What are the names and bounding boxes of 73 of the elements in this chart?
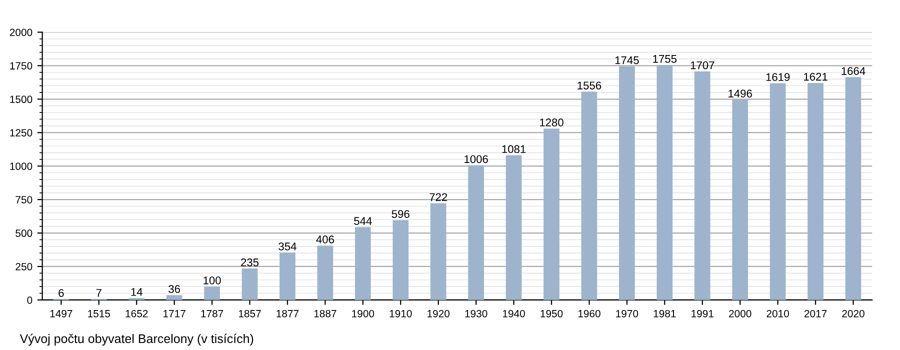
data-label: 6: [58, 289, 64, 297]
data-label: 36: [168, 285, 180, 293]
x-tick-label: 2010: [766, 310, 789, 318]
x-tick-label: 1857: [238, 310, 261, 318]
y-tick-label: 1000: [10, 162, 32, 170]
bar: [544, 128, 560, 300]
x-tick-label: 2020: [842, 310, 864, 318]
x-tick-label: 1960: [578, 310, 600, 318]
data-label: 100: [204, 276, 221, 284]
bar: [354, 227, 371, 300]
data-label: 1755: [653, 55, 677, 63]
data-label: 1619: [766, 73, 790, 82]
x-tick-label: 1787: [201, 310, 224, 318]
y-tick-label: 750: [16, 196, 32, 204]
bar: [506, 155, 522, 300]
x-tick-label: 1515: [88, 310, 110, 318]
bar: [166, 295, 182, 300]
data-label: 1707: [690, 61, 714, 70]
y-tick-label: 1500: [10, 96, 32, 104]
bar: [204, 286, 220, 300]
bar: [242, 268, 258, 300]
x-tick-label: 2000: [729, 310, 752, 318]
data-label: 7: [96, 289, 102, 297]
data-label: 722: [430, 193, 448, 201]
x-tick-label: 1950: [540, 310, 563, 318]
text: Vývoj počtu obyvatel Barcelony (v tisících): [20, 334, 254, 346]
x-tick-label: 1877: [276, 310, 299, 318]
data-label: 235: [241, 258, 259, 266]
x-tick-label: 1900: [352, 310, 374, 318]
data-label: 1081: [502, 145, 526, 154]
data-label: 596: [392, 210, 410, 218]
data-label: 1280: [540, 118, 564, 126]
data-label: 544: [354, 217, 372, 225]
y-tick-label: 0: [27, 296, 32, 304]
bar: [694, 71, 710, 300]
x-tick-label: 1920: [428, 310, 450, 318]
data-label: 14: [131, 288, 142, 296]
x-tick-label: 1940: [502, 310, 525, 318]
x-tick-label: 1930: [465, 310, 488, 318]
data-label: 1664: [842, 67, 866, 75]
data-label: 406: [316, 236, 334, 244]
bar: [468, 165, 484, 300]
x-tick-label: 1497: [50, 310, 72, 318]
x-tick-label: 1717: [164, 310, 186, 318]
data-label: 1496: [728, 90, 752, 98]
bar: [619, 66, 635, 300]
x-tick-label: 1981: [654, 310, 676, 318]
y-tick-label: 2000: [10, 28, 32, 36]
data-label: 1621: [804, 72, 828, 81]
x-tick-label: 1910: [390, 310, 412, 318]
bar: [656, 65, 673, 300]
bar: [581, 92, 598, 300]
bar: [317, 246, 334, 300]
x-tick-label: 1991: [692, 310, 714, 318]
bar: [770, 83, 786, 300]
x-tick-label: 1652: [126, 310, 148, 318]
y-tick-label: 1750: [10, 62, 32, 70]
x-tick-label: 1970: [616, 310, 638, 318]
data-label: 1556: [578, 82, 602, 90]
bar: [732, 100, 748, 300]
x-tick-label: 1887: [314, 310, 336, 318]
data-label: 1745: [615, 56, 639, 64]
data-label: 1006: [464, 155, 488, 164]
bar: [808, 82, 824, 300]
bar: [845, 77, 862, 300]
bar: [280, 252, 296, 300]
data-label: 354: [278, 242, 296, 250]
y-tick-label: 500: [16, 230, 32, 237]
y-tick-label: 250: [16, 262, 32, 270]
bar: [430, 203, 446, 300]
bar: [392, 220, 409, 300]
y-tick-label: 1250: [10, 129, 32, 136]
x-tick-label: 2017: [804, 310, 827, 318]
